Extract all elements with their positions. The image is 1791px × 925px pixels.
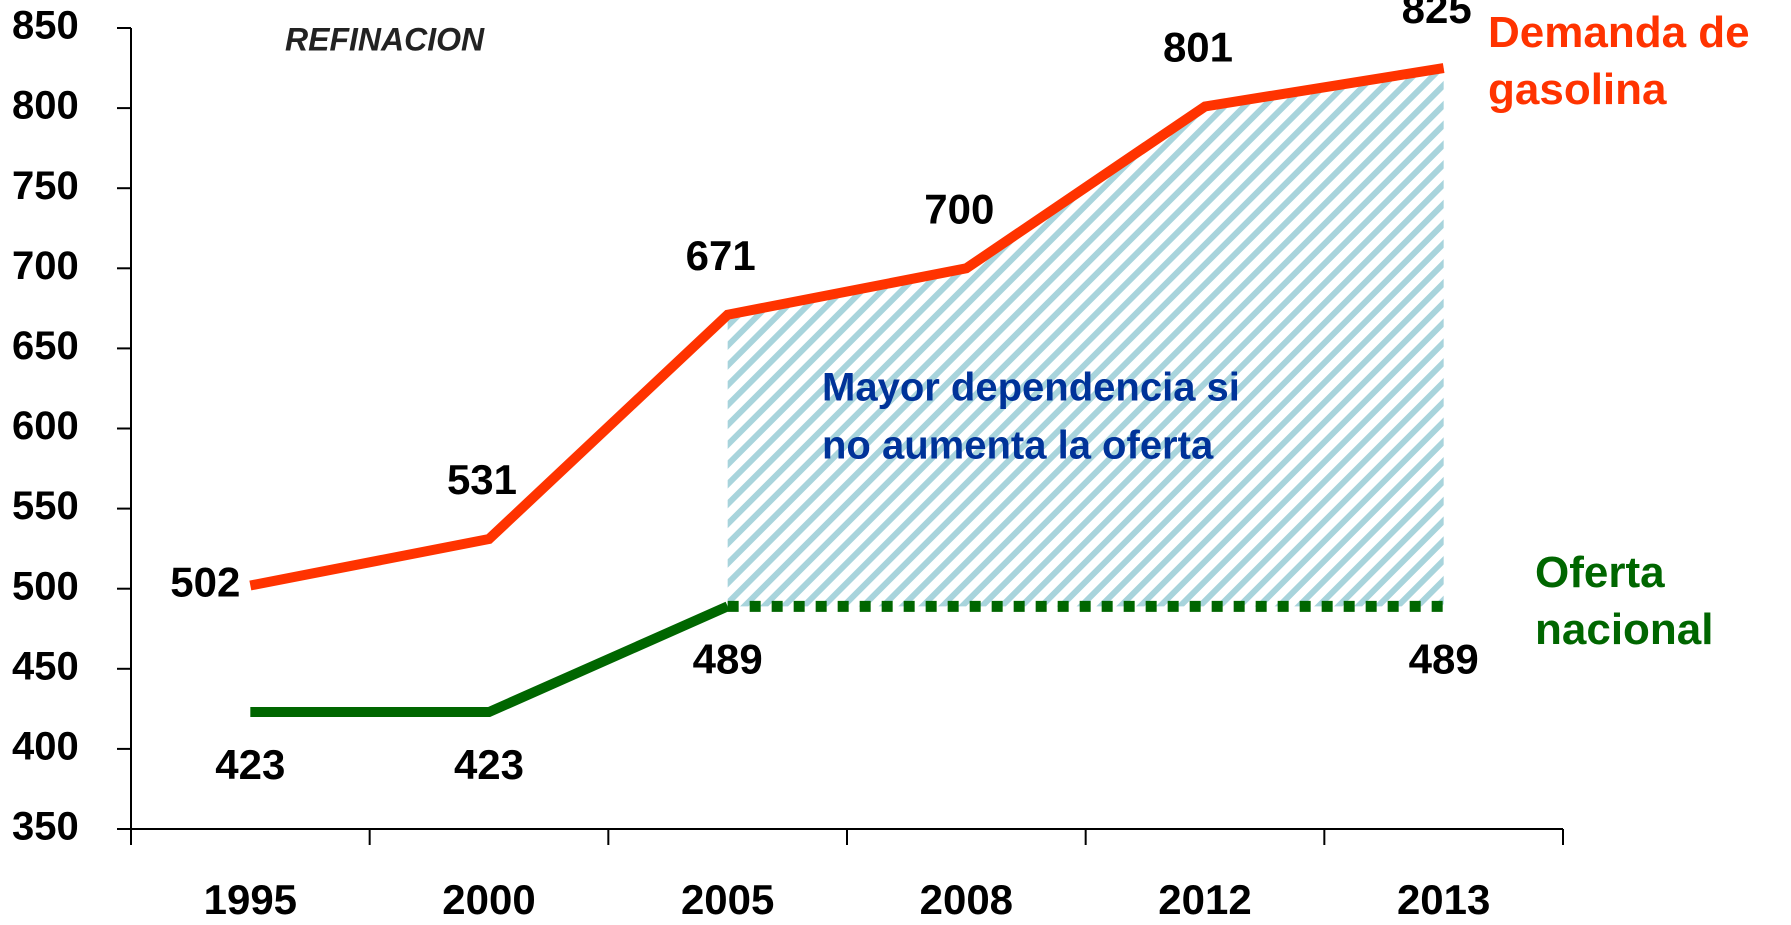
x-tick-label: 2012 <box>1158 876 1251 923</box>
y-tick-label: 500 <box>12 564 79 608</box>
x-tick-label: 2000 <box>442 876 535 923</box>
y-tick-label: 400 <box>12 724 79 768</box>
y-tick-label: 650 <box>12 324 79 368</box>
data-label: 801 <box>1163 24 1233 71</box>
data-label: 671 <box>686 232 756 279</box>
gap-area <box>727 68 1444 607</box>
data-label: 423 <box>215 741 285 788</box>
data-label: 531 <box>447 456 517 503</box>
data-label: 489 <box>1409 635 1479 682</box>
data-label: 502 <box>170 559 240 606</box>
legend-demand: Demanda de gasolina <box>1488 8 1750 115</box>
y-tick-label: 700 <box>12 244 79 288</box>
x-tick-label: 2005 <box>681 876 774 923</box>
y-tick-label: 850 <box>12 4 79 48</box>
x-tick-label: 2008 <box>920 876 1013 923</box>
x-tick-label: 2013 <box>1397 876 1490 923</box>
y-tick-label: 350 <box>12 805 79 849</box>
annotation: no aumenta la oferta <box>822 424 1214 468</box>
annotation: Mayor dependencia si <box>822 366 1240 410</box>
y-tick-label: 600 <box>12 404 79 448</box>
y-tick-label: 800 <box>12 84 79 128</box>
line <box>249 63 1445 591</box>
legend-supply: Oferta nacional <box>1535 548 1714 655</box>
data-label: 700 <box>924 185 994 232</box>
data-label: 825 <box>1402 0 1472 32</box>
y-tick-label: 550 <box>12 484 79 528</box>
data-label: 489 <box>693 635 763 682</box>
x-tick-label: 1995 <box>204 876 297 923</box>
y-tick-label: 750 <box>12 164 79 208</box>
logo: REFINACION <box>285 21 485 57</box>
line <box>250 601 730 718</box>
data-label: 423 <box>454 741 524 788</box>
y-tick-label: 450 <box>12 644 79 688</box>
